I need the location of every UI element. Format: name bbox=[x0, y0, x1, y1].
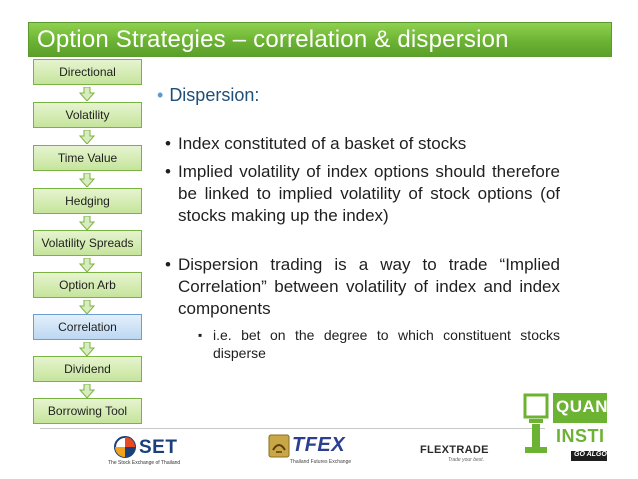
flextrade-tagline: Trade your best. bbox=[448, 457, 485, 463]
flow-item-option-arb[interactable]: Option Arb bbox=[33, 272, 142, 298]
section-heading: • Dispersion: bbox=[157, 84, 259, 106]
flow-item-hedging[interactable]: Hedging bbox=[33, 188, 142, 214]
set-emblem-icon bbox=[114, 436, 136, 458]
tfex-tagline: Thailand Futures Exchange bbox=[290, 459, 352, 465]
bullet-icon: • bbox=[157, 85, 164, 105]
set-tagline: The Stock Exchange of Thailand bbox=[108, 460, 181, 466]
arrow-down-icon bbox=[79, 87, 95, 101]
flow-item-label: Borrowing Tool bbox=[47, 404, 128, 418]
flow-item-correlation[interactable]: Correlation bbox=[33, 314, 142, 340]
flow-item-volatility-spreads[interactable]: Volatility Spreads bbox=[33, 230, 142, 256]
tfex-logo-text: TFEX bbox=[292, 434, 346, 456]
quantinsti-top-block: QUANT bbox=[553, 393, 618, 423]
bullet-item: • Dispersion trading is a way to trade “… bbox=[165, 254, 560, 320]
sub-bullet-text: i.e. bet on the degree to which constitu… bbox=[213, 327, 560, 361]
arrow-down-icon bbox=[79, 130, 95, 144]
bullet-icon: • bbox=[165, 162, 171, 181]
sub-bullet-item: ▪ i.e. bet on the degree to which consti… bbox=[198, 326, 560, 362]
quantinsti-bottom-block: INSTI bbox=[553, 425, 607, 451]
arrow-down-icon bbox=[79, 216, 95, 230]
flow-item-label: Hedging bbox=[65, 194, 110, 208]
flow-item-label: Time Value bbox=[57, 151, 118, 165]
arrow-down-icon bbox=[79, 342, 95, 356]
arrow-down-icon bbox=[79, 300, 95, 314]
quantinsti-text-quant: QUANT bbox=[556, 397, 619, 416]
flow-item-borrowing-tool[interactable]: Borrowing Tool bbox=[33, 398, 142, 424]
arrow-down-icon bbox=[79, 258, 95, 272]
bullet-text: Index constituted of a basket of stocks bbox=[178, 134, 467, 153]
flextrade-logo-text: FLEXTRADE bbox=[420, 444, 489, 456]
quantinsti-emblem-icon bbox=[523, 393, 549, 453]
bullet-icon: • bbox=[165, 134, 171, 153]
slide-title: Option Strategies – correlation & disper… bbox=[37, 26, 509, 53]
flow-item-time-value[interactable]: Time Value bbox=[33, 145, 142, 171]
set-logo: SET The Stock Exchange of Thailand bbox=[108, 436, 181, 472]
bullet-item: • Index constituted of a basket of stock… bbox=[165, 133, 560, 155]
flow-item-label: Volatility bbox=[65, 108, 110, 122]
flow-item-label: Directional bbox=[59, 65, 116, 79]
section-heading-text: Dispersion: bbox=[169, 85, 260, 105]
tfex-emblem-icon bbox=[268, 434, 290, 458]
sub-bullet-icon: ▪ bbox=[198, 328, 203, 342]
bullet-text: Implied volatility of index options shou… bbox=[178, 162, 560, 225]
quantinsti-logo: QUANT INSTI GO ALGO bbox=[523, 391, 618, 465]
footer-divider bbox=[40, 428, 545, 429]
quantinsti-tagline: GO ALGO bbox=[574, 451, 607, 458]
flow-item-volatility[interactable]: Volatility bbox=[33, 102, 142, 128]
bullet-item: • Implied volatility of index options sh… bbox=[165, 161, 560, 227]
flow-item-directional[interactable]: Directional bbox=[33, 59, 142, 85]
flow-item-label: Option Arb bbox=[59, 278, 116, 292]
flow-item-label: Volatility Spreads bbox=[41, 236, 134, 250]
arrow-down-icon bbox=[79, 173, 95, 187]
bullet-icon: • bbox=[165, 255, 171, 274]
flow-item-label: Correlation bbox=[58, 320, 117, 334]
quantinsti-text-insti: INSTI bbox=[556, 426, 605, 446]
flow-item-label: Dividend bbox=[64, 362, 111, 376]
arrow-down-icon bbox=[79, 384, 95, 398]
flow-item-dividend[interactable]: Dividend bbox=[33, 356, 142, 382]
title-bar: Option Strategies – correlation & disper… bbox=[28, 22, 612, 57]
tfex-logo: TFEX Thailand Futures Exchange bbox=[268, 432, 363, 470]
bullet-text: Dispersion trading is a way to trade “Im… bbox=[178, 255, 560, 318]
quantinsti-tag-block: GO ALGO bbox=[571, 451, 607, 461]
flextrade-logo: FLEXTRADE Trade your best. bbox=[420, 444, 500, 468]
set-logo-text: SET bbox=[139, 437, 178, 458]
